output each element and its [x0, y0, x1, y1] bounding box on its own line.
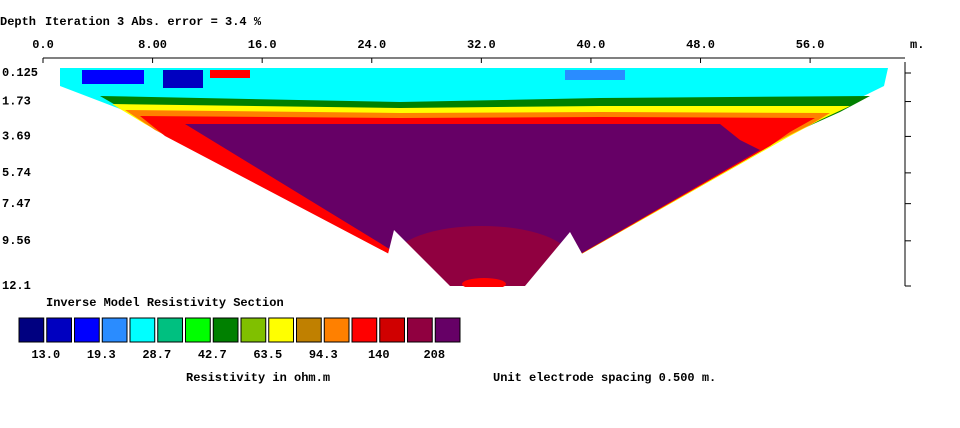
legend-swatch: [185, 317, 211, 343]
x-tick-label: 8.00: [138, 38, 167, 52]
section-mask: [525, 232, 600, 286]
legend-swatch: [407, 317, 433, 343]
legend-swatch: [379, 317, 405, 343]
x-unit: m.: [910, 38, 924, 52]
x-tick-label: 0.0: [32, 38, 54, 52]
legend-caption: Resistivity in ohm.m: [186, 371, 330, 385]
legend-label: 63.5: [253, 348, 282, 362]
section-patch: [163, 70, 203, 88]
x-tick-label: 40.0: [577, 38, 606, 52]
y-tick-label: 0.125: [2, 66, 38, 80]
x-tick-label: 24.0: [357, 38, 386, 52]
legend-swatch: [323, 317, 350, 343]
legend-label: 140: [368, 348, 390, 362]
y-axis-label: Depth: [0, 15, 36, 29]
x-tick-label: 48.0: [686, 38, 715, 52]
y-tick-label: 9.56: [2, 234, 31, 248]
legend-label: 94.3: [309, 348, 338, 362]
legend-swatch: [18, 317, 45, 343]
legend-label: 42.7: [198, 348, 227, 362]
section-deep: [185, 124, 760, 286]
legend-swatch: [240, 317, 267, 343]
legend-swatch: [351, 317, 378, 343]
y-tick-label: 7.47: [2, 197, 31, 211]
x-tick-label: 16.0: [248, 38, 277, 52]
legend-swatch: [74, 317, 100, 343]
section-patch: [82, 70, 144, 84]
legend-swatch: [212, 317, 239, 343]
section-patch: [565, 70, 625, 80]
legend-swatch: [268, 317, 294, 343]
section-mask: [380, 287, 600, 297]
section-mask: [380, 230, 450, 286]
x-tick-label: 32.0: [467, 38, 496, 52]
legend-title: Inverse Model Resistivity Section: [46, 296, 284, 310]
y-tick-label: 12.1: [2, 279, 31, 293]
legend-label: 28.7: [142, 348, 171, 362]
legend-label: 19.3: [87, 348, 116, 362]
legend-swatch: [157, 317, 183, 343]
y-tick-label: 1.73: [2, 95, 31, 109]
section-patch: [210, 70, 250, 78]
legend-label: 13.0: [31, 348, 60, 362]
y-tick-label: 3.69: [2, 130, 31, 144]
note: Unit electrode spacing 0.500 m.: [493, 371, 716, 385]
x-tick-label: 56.0: [796, 38, 825, 52]
legend-swatch: [46, 317, 72, 343]
legend-swatch: [101, 317, 128, 343]
legend-swatch: [434, 317, 461, 343]
y-tick-label: 5.74: [2, 166, 31, 180]
legend-swatch: [296, 317, 322, 343]
chart-title: Iteration 3 Abs. error = 3.4 %: [45, 15, 262, 29]
legend-label: 208: [423, 348, 445, 362]
legend-swatch: [129, 317, 156, 343]
